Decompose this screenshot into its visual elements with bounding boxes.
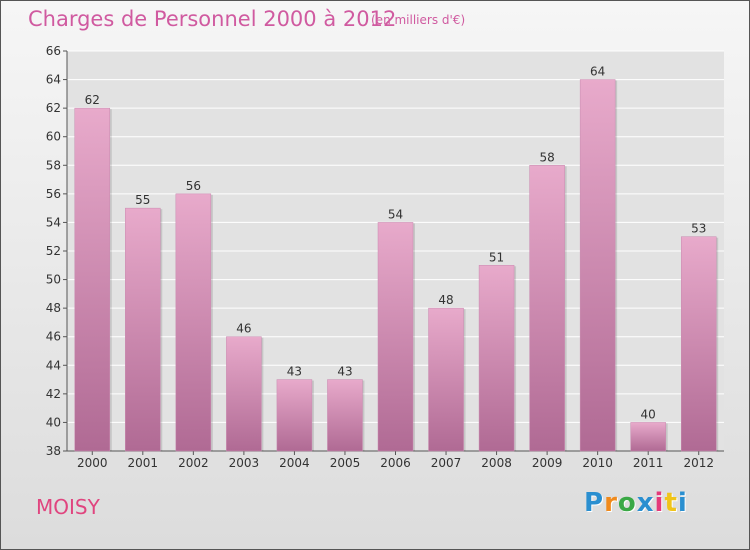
logo-letter: t (664, 488, 678, 518)
logo-letter: x (636, 488, 655, 518)
x-tick-label: 2012 (683, 456, 714, 470)
x-tick-label: 2001 (128, 456, 159, 470)
bar (428, 307, 464, 452)
data-label: 43 (287, 365, 302, 379)
x-tick-label: 2006 (380, 456, 411, 470)
logo-letter: r (604, 488, 618, 518)
bar (680, 236, 717, 452)
x-tick-label: 2009 (532, 456, 563, 470)
chart-subtitle: (en milliers d'€) (371, 13, 466, 27)
logo-letter: o (617, 488, 637, 518)
bar (478, 265, 515, 452)
x-tick-label: 2002 (178, 456, 209, 470)
y-tick-label: 64 (46, 73, 61, 87)
data-label: 62 (85, 93, 100, 107)
y-tick-label: 62 (46, 101, 61, 115)
data-label: 53 (691, 222, 706, 236)
data-label: 43 (337, 365, 352, 379)
y-tick-label: 44 (46, 358, 61, 372)
y-tick-label: 38 (46, 444, 61, 458)
x-tick-label: 2007 (431, 456, 462, 470)
chart-title: Charges de Personnel 2000 à 2012 (28, 7, 397, 31)
bar (579, 79, 616, 452)
y-tick-label: 40 (46, 415, 61, 429)
bar (327, 379, 363, 452)
y-tick-label: 50 (46, 273, 61, 287)
place-name: MOISY (36, 495, 100, 519)
x-tick-label: 2000 (77, 456, 108, 470)
x-tick-label: 2011 (633, 456, 664, 470)
bar (125, 207, 161, 452)
data-label: 48 (438, 293, 453, 307)
y-tick-label: 58 (46, 158, 61, 172)
proxiti-logo: Proxiti (584, 488, 688, 518)
x-tick-label: 2010 (582, 456, 613, 470)
data-label: 55 (135, 193, 150, 207)
y-tick-label: 66 (46, 44, 61, 58)
logo-letter: P (584, 488, 605, 518)
x-tick-label: 2008 (481, 456, 512, 470)
data-label: 54 (388, 207, 403, 221)
data-label: 58 (539, 150, 554, 164)
logo-letter: i (677, 488, 688, 518)
bar (377, 222, 414, 452)
bars (74, 79, 719, 452)
y-tick-label: 42 (46, 387, 61, 401)
bar (630, 422, 666, 452)
bar (226, 336, 262, 452)
data-label: 64 (590, 65, 605, 79)
y-tick-label: 60 (46, 130, 61, 144)
logo-letter: i (654, 488, 665, 518)
bar (74, 107, 111, 452)
y-tick-label: 56 (46, 187, 61, 201)
y-tick-label: 52 (46, 244, 61, 258)
y-tick-label: 46 (46, 330, 61, 344)
data-label: 40 (641, 407, 656, 421)
bar (529, 165, 565, 452)
y-tick-label: 54 (46, 215, 61, 229)
data-label: 56 (186, 179, 201, 193)
y-tick-label: 48 (46, 301, 61, 315)
labels: 62 55 56 46 43 43 54 48 51 58 64 40 53 (85, 65, 707, 422)
x-tick-label: 2005 (330, 456, 361, 470)
bar (276, 379, 313, 452)
data-label: 51 (489, 250, 504, 264)
data-label: 46 (236, 322, 251, 336)
bar (175, 193, 212, 452)
x-tick-label: 2004 (279, 456, 310, 470)
x-tick-label: 2003 (229, 456, 260, 470)
